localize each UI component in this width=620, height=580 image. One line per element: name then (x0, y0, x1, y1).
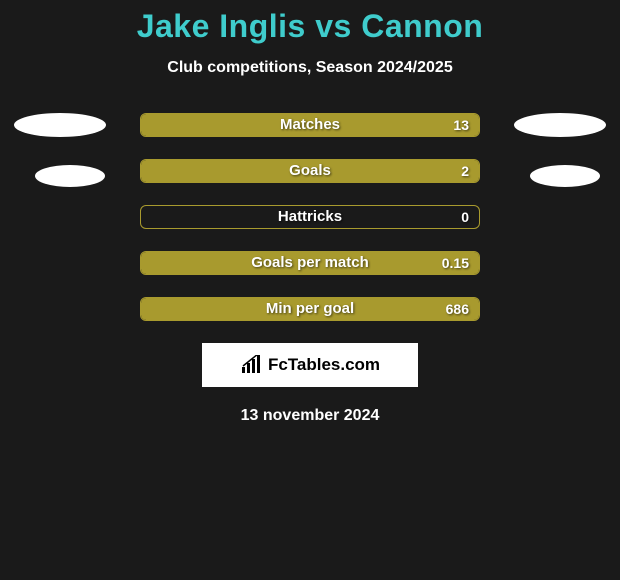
brand-logo-box: FcTables.com (202, 343, 418, 387)
stat-value: 13 (453, 114, 469, 136)
stat-label: Goals (141, 160, 479, 182)
stat-label: Matches (141, 114, 479, 136)
stat-row-goals: Goals 2 (140, 159, 480, 183)
placeholder-ellipse-left-2 (35, 165, 105, 187)
stat-bars: Matches 13 Goals 2 Hattricks 0 Goals per… (140, 113, 480, 321)
placeholder-ellipse-left-1 (14, 113, 106, 137)
stat-label: Hattricks (141, 206, 479, 228)
stat-row-hattricks: Hattricks 0 (140, 205, 480, 229)
brand-logo: FcTables.com (240, 355, 380, 375)
date-text: 13 november 2024 (0, 407, 620, 425)
brand-name: FcTables.com (268, 355, 380, 375)
bar-chart-icon (240, 355, 264, 375)
stat-label: Goals per match (141, 252, 479, 274)
stat-value: 0.15 (442, 252, 469, 274)
subtitle: Club competitions, Season 2024/2025 (0, 59, 620, 77)
stat-label: Min per goal (141, 298, 479, 320)
stat-row-min-per-goal: Min per goal 686 (140, 297, 480, 321)
stat-value: 686 (446, 298, 469, 320)
stat-value: 0 (461, 206, 469, 228)
stat-row-goals-per-match: Goals per match 0.15 (140, 251, 480, 275)
placeholder-ellipse-right-1 (514, 113, 606, 137)
page-title: Jake Inglis vs Cannon (0, 8, 620, 45)
stat-value: 2 (461, 160, 469, 182)
main-container: Jake Inglis vs Cannon Club competitions,… (0, 0, 620, 425)
stat-row-matches: Matches 13 (140, 113, 480, 137)
placeholder-ellipse-right-2 (530, 165, 600, 187)
stats-area: Matches 13 Goals 2 Hattricks 0 Goals per… (0, 113, 620, 425)
